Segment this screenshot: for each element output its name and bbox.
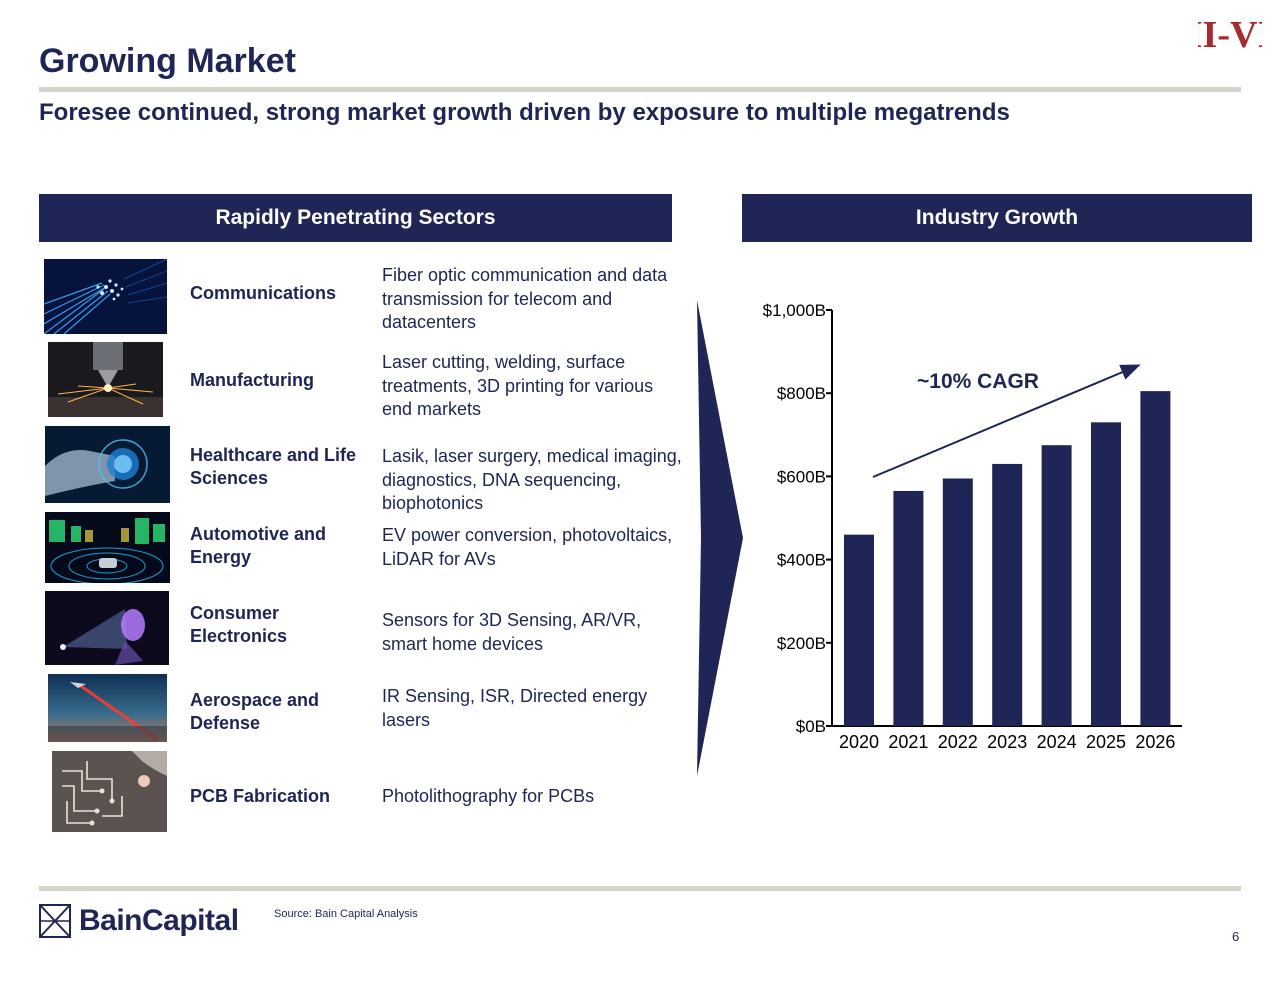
cagr-arrow xyxy=(872,364,1141,478)
fiber-optic-image xyxy=(44,259,167,334)
y-tick-label: $200B xyxy=(777,634,826,653)
sector-description: IR Sensing, ISR, Directed energy lasers xyxy=(382,686,648,730)
bain-capital-mark-icon xyxy=(39,904,71,938)
chart-bars xyxy=(844,391,1171,726)
bar-2020 xyxy=(844,534,874,726)
sector-description: Sensors for 3D Sensing, AR/VR, smart hom… xyxy=(382,610,642,654)
page-number: 6 xyxy=(1232,929,1240,944)
sector-name: Communications xyxy=(190,283,337,303)
growth-panel-header: Industry Growth xyxy=(742,194,1252,242)
laser-beam-image xyxy=(48,674,167,742)
bain-capital-wordmark: BainCapital xyxy=(79,904,239,937)
y-tick-label: $800B xyxy=(777,384,826,403)
face-sensing-image xyxy=(45,591,169,665)
sector-name: Aerospace and Defense xyxy=(190,690,320,733)
sector-name: Healthcare and Life Sciences xyxy=(190,445,357,488)
x-tick-label: 2021 xyxy=(888,732,928,752)
industry-growth-chart: $0B$200B$400B$600B$800B$1,000B 2020 2021 2… xyxy=(763,301,1182,752)
y-axis-ticks: $0B $200B $400B $600B $800B $1,000B xyxy=(763,301,832,736)
bar-2024 xyxy=(1041,445,1072,726)
sector-description: Fiber optic communication and data trans… xyxy=(382,265,668,332)
bar-2026 xyxy=(1140,391,1171,726)
svg-text:II-VI: II-VI xyxy=(1198,14,1262,54)
x-tick-label: 2026 xyxy=(1135,732,1175,752)
sector-name: Manufacturing xyxy=(190,370,314,390)
y-tick-label: $400B xyxy=(777,551,826,570)
bar-2022 xyxy=(942,478,973,726)
sector-description: Lasik, laser surgery, medical imaging, d… xyxy=(382,446,682,513)
chevron-right-icon xyxy=(697,300,743,776)
x-tick-label: 2025 xyxy=(1086,732,1126,752)
sector-name: PCB Fabrication xyxy=(190,786,331,806)
x-tick-label: 2024 xyxy=(1037,732,1077,752)
source-note: Source: Bain Capital Analysis xyxy=(274,908,418,920)
laser-cutting-image xyxy=(48,342,163,417)
cagr-label: ~10% CAGR xyxy=(917,370,1039,393)
sector-description: EV power conversion, photovoltaics, LiDA… xyxy=(382,525,673,569)
bar-2021 xyxy=(893,490,924,726)
brain-scan-image xyxy=(45,426,170,503)
bar-2025 xyxy=(1091,422,1121,726)
y-tick-label: $1,000B xyxy=(763,301,826,320)
page-title: Growing Market xyxy=(39,42,296,80)
sectors-panel-header: Rapidly Penetrating Sectors xyxy=(39,194,672,242)
footer-divider xyxy=(39,886,1241,891)
sector-description: Laser cutting, welding, surface treatmen… xyxy=(382,352,654,419)
circuit-board-image xyxy=(52,751,167,832)
sectors-panel-title: Rapidly Penetrating Sectors xyxy=(215,206,496,229)
y-tick-label: $600B xyxy=(777,467,826,486)
ii-vi-logo: II-VI xyxy=(1198,14,1262,54)
x-tick-label: 2022 xyxy=(938,732,978,752)
bain-capital-logo: BainCapital xyxy=(39,904,239,938)
x-axis-labels: 2020 2021 2022 2023 2024 2025 2026 xyxy=(839,732,1175,752)
x-tick-label: 2023 xyxy=(987,732,1027,752)
sector-description: Photolithography for PCBs xyxy=(382,786,595,806)
page-subtitle: Foresee continued, strong market growth … xyxy=(39,99,1010,126)
cagr-annotation: ~10% CAGR xyxy=(872,364,1141,478)
sector-name: Consumer Electronics xyxy=(190,603,288,646)
x-tick-label: 2020 xyxy=(839,732,879,752)
bar-2023 xyxy=(992,463,1023,726)
lidar-car-image xyxy=(45,512,170,583)
y-tick-label: $0B xyxy=(796,717,826,736)
title-divider xyxy=(39,87,1241,92)
sector-name: Automotive and Energy xyxy=(190,524,327,567)
growth-panel-title: Industry Growth xyxy=(915,206,1079,229)
